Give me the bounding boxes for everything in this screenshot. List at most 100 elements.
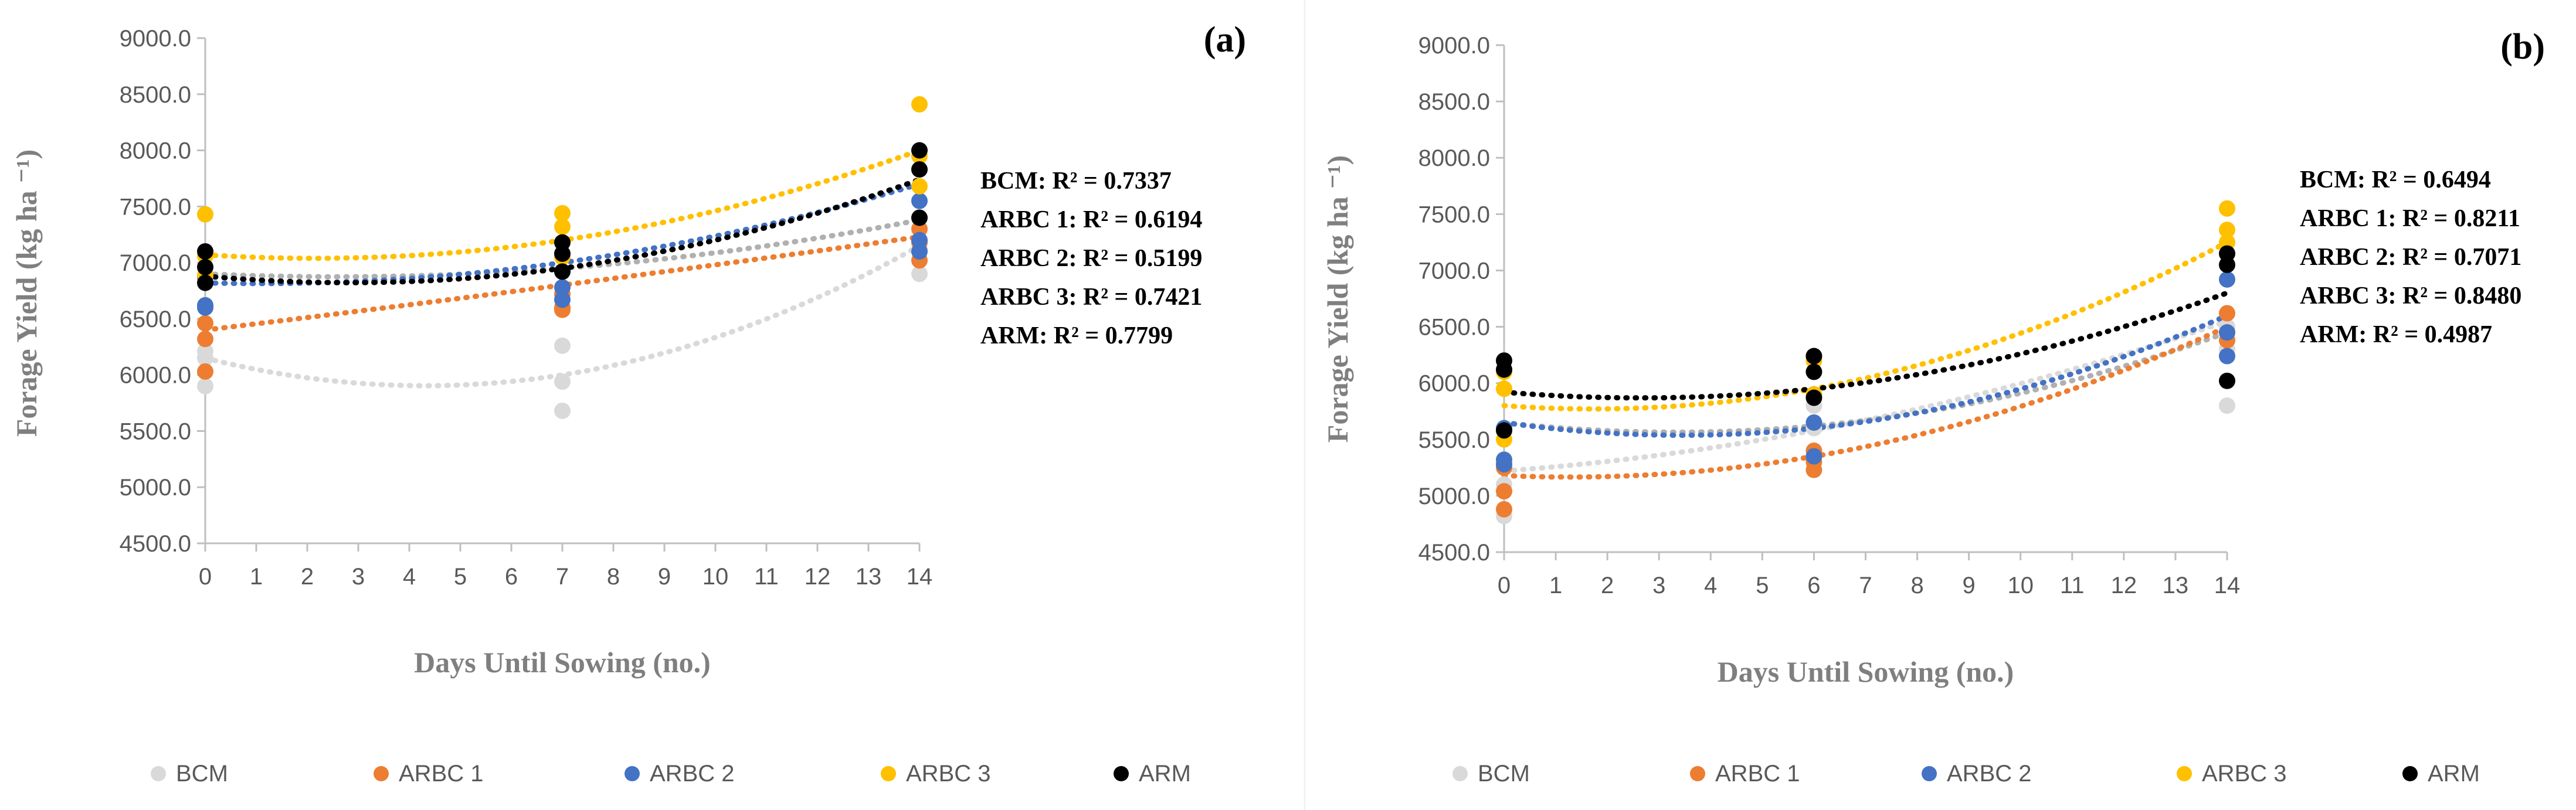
x-tick-label: 12	[805, 564, 831, 590]
legend-label: ARM	[1139, 761, 1191, 787]
r2-annotation: BCM: R² = 0.7337	[980, 168, 1172, 195]
data-point-arbc-1	[197, 331, 213, 348]
panel-label: (b)	[2500, 27, 2545, 67]
r2-annotation: BCM: R² = 0.6494	[2300, 166, 2491, 193]
r2-annotation: ARBC 1: R² = 0.8211	[2300, 205, 2520, 232]
y-tick-label: 9000.0	[120, 26, 191, 52]
x-tick-label: 7	[1859, 573, 1872, 598]
legend-label: ARBC 3	[906, 761, 991, 787]
data-point-arbc-2	[554, 279, 571, 296]
data-point-arbc-3	[554, 205, 571, 222]
legend-marker-arbc-3	[2177, 766, 2192, 781]
x-tick-label: 9	[658, 564, 671, 590]
y-tick-label: 7000.0	[1418, 258, 1490, 284]
data-point-arbc-2	[554, 291, 571, 308]
panel-label: (a)	[1204, 20, 1246, 60]
data-point-arbc-2	[197, 299, 213, 316]
legend-label: ARBC 1	[1715, 761, 1800, 787]
x-tick-label: 14	[907, 564, 933, 590]
r2-annotation: ARBC 2: R² = 0.5199	[980, 245, 1202, 272]
legend-label: ARM	[2428, 761, 2480, 787]
y-tick-label: 7500.0	[1418, 202, 1490, 227]
data-point-arm	[911, 209, 928, 226]
trendline-arbc-1	[1501, 324, 2230, 480]
x-tick-label: 4	[403, 564, 416, 590]
data-point-arm	[2219, 256, 2235, 273]
x-tick-label: 10	[2007, 573, 2034, 598]
x-tick-label: 13	[856, 564, 882, 590]
y-tick-label: 8500.0	[1418, 89, 1490, 115]
y-tick-label: 9000.0	[1418, 33, 1490, 59]
data-point-arbc-3	[197, 206, 213, 223]
y-tick-label: 8000.0	[1418, 145, 1490, 171]
r2-annotation: ARBC 3: R² = 0.7421	[980, 284, 1202, 311]
data-point-arm	[554, 245, 571, 262]
data-point-arm	[1496, 361, 1512, 378]
x-tick-label: 0	[1498, 573, 1511, 598]
y-tick-label: 5000.0	[1418, 484, 1490, 509]
chart-panel-a: 4500.0 5000.0 5500.0 6000.0 6500.0 7000.0 7500…	[10, 20, 1246, 787]
r2-annotation: ARBC 2: R² = 0.7071	[2300, 244, 2521, 271]
data-point-bcm	[911, 266, 928, 283]
data-point-arbc-2	[1805, 414, 1822, 431]
x-tick-label: 3	[352, 564, 365, 590]
data-point-arbc-2	[2219, 271, 2235, 288]
legend-label: ARBC 1	[399, 761, 484, 787]
x-tick-label: 1	[1549, 573, 1562, 598]
legend-label: BCM	[1478, 761, 1530, 787]
y-tick-label: 6000.0	[1418, 371, 1490, 397]
legend-marker-arbc-3	[881, 766, 896, 781]
legend-marker-arm	[2402, 766, 2418, 781]
trendline-bcm	[1501, 318, 2230, 474]
trendline-arbc-2	[1501, 312, 2230, 438]
data-point-arbc-1	[1496, 501, 1512, 518]
data-point-arbc-1	[197, 315, 213, 332]
y-tick-label: 8500.0	[120, 82, 191, 108]
y-tick-label: 6000.0	[120, 363, 191, 389]
y-tick-label: 5500.0	[120, 418, 191, 444]
data-point-arm	[2219, 372, 2235, 389]
legend-marker-bcm	[151, 766, 166, 781]
x-axis-label: Days Until Sowing (no.)	[1718, 655, 2014, 688]
data-point-arbc-2	[2219, 348, 2235, 365]
data-point-arm	[554, 263, 571, 280]
data-point-arm	[197, 274, 213, 291]
x-tick-label: 5	[454, 564, 467, 590]
x-tick-label: 4	[1704, 573, 1717, 598]
data-point-arbc-1	[911, 220, 928, 237]
data-point-arbc-3	[1496, 380, 1512, 397]
x-tick-label: 7	[556, 564, 569, 590]
data-point-arbc-2	[1805, 448, 1822, 465]
y-tick-label: 7000.0	[120, 250, 191, 276]
x-tick-label: 8	[1910, 573, 1923, 598]
legend-marker-arbc-2	[1922, 766, 1937, 781]
data-point-arbc-3	[911, 96, 928, 113]
data-point-arbc-3	[2219, 222, 2235, 239]
data-point-arbc-2	[1496, 456, 1512, 473]
legend-label: ARBC 2	[650, 761, 735, 787]
legend-marker-arbc-2	[625, 766, 640, 781]
data-point-bcm	[2219, 397, 2235, 414]
data-point-bcm	[554, 373, 571, 390]
x-tick-label: 11	[754, 564, 779, 590]
data-point-bcm	[197, 349, 213, 366]
r2-annotation: ARM: R² = 0.7799	[980, 322, 1173, 349]
r2-annotation: ARBC 3: R² = 0.8480	[2300, 283, 2521, 309]
y-tick-label: 6500.0	[1418, 315, 1490, 341]
x-tick-label: 2	[1601, 573, 1614, 598]
data-point-arm	[554, 234, 571, 251]
x-tick-label: 1	[250, 564, 263, 590]
x-axis-label: Days Until Sowing (no.)	[414, 646, 711, 679]
data-point-arbc-2	[911, 232, 928, 249]
data-point-arbc-1	[1496, 483, 1512, 500]
x-tick-label: 6	[505, 564, 518, 590]
data-point-arm	[1805, 348, 1822, 365]
data-point-arbc-1	[2219, 305, 2235, 322]
data-point-arbc-3	[911, 178, 928, 195]
y-tick-label: 5000.0	[120, 475, 191, 501]
y-tick-label: 8000.0	[120, 138, 191, 164]
r2-annotation: ARBC 1: R² = 0.6194	[980, 206, 1202, 233]
y-tick-label: 6500.0	[120, 307, 191, 332]
y-tick-label: 7500.0	[120, 194, 191, 220]
